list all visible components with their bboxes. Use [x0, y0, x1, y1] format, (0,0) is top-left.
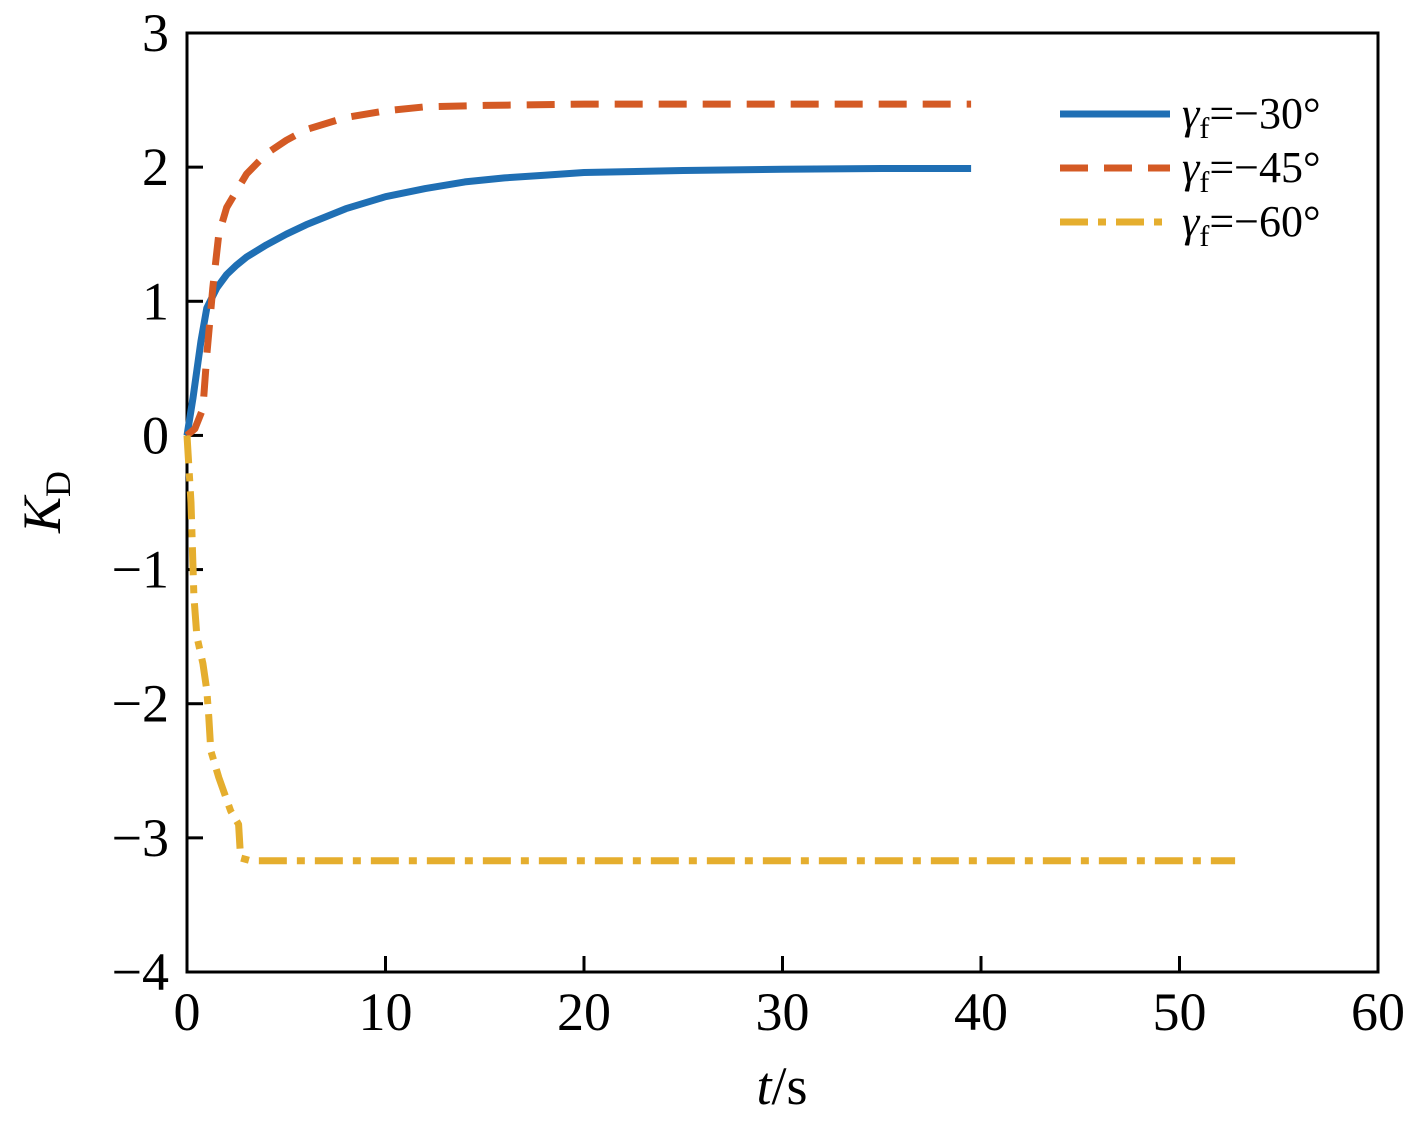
x-tick-label: 60 [1351, 982, 1405, 1042]
series-layer [183, 100, 1236, 865]
x-tick-label: 40 [954, 982, 1008, 1042]
y-axis-label-sub: D [38, 471, 78, 497]
x-axis-label: t/s [756, 1056, 807, 1116]
x-tick-label: 30 [756, 982, 810, 1042]
legend-label-3: γf=−60° [1182, 197, 1321, 253]
x-tick-label: 0 [174, 982, 201, 1042]
y-tick-label: 0 [142, 405, 169, 465]
x-tick-label: 50 [1153, 982, 1207, 1042]
legend-entry-3: γf=−60° [1060, 197, 1321, 253]
y-tick-label: −3 [112, 808, 169, 868]
y-axis-label: KD [12, 471, 78, 534]
y-tick-label: 3 [142, 3, 169, 63]
legend-label-1: γf=−30° [1182, 89, 1321, 145]
y-axis-ticks: 3 2 1 0 −1 −2 −3 −4 [112, 3, 203, 1002]
y-axis-label-var: K [12, 494, 72, 534]
x-axis-ticks: 0 10 20 30 40 50 60 [174, 956, 1405, 1042]
legend-entry-2: γf=−45° [1060, 143, 1321, 199]
y-tick-label: 1 [142, 271, 169, 331]
y-tick-label: 2 [142, 137, 169, 197]
y-tick-label: −2 [112, 674, 169, 734]
legend-entry-1: γf=−30° [1060, 89, 1321, 145]
x-axis-label-unit: /s [771, 1056, 807, 1116]
legend-label-2: γf=−45° [1182, 143, 1321, 199]
series-line-2 [184, 100, 972, 439]
y-tick-label: −4 [112, 942, 169, 1002]
series-line-3 [183, 435, 1236, 865]
x-axis-label-var: t [756, 1056, 773, 1116]
legend: γf=−30° γf=−45° γf=−60° [1060, 89, 1321, 253]
x-tick-label: 10 [359, 982, 413, 1042]
series-line-1 [183, 165, 972, 436]
y-tick-label: −1 [112, 540, 169, 600]
x-tick-label: 20 [557, 982, 611, 1042]
